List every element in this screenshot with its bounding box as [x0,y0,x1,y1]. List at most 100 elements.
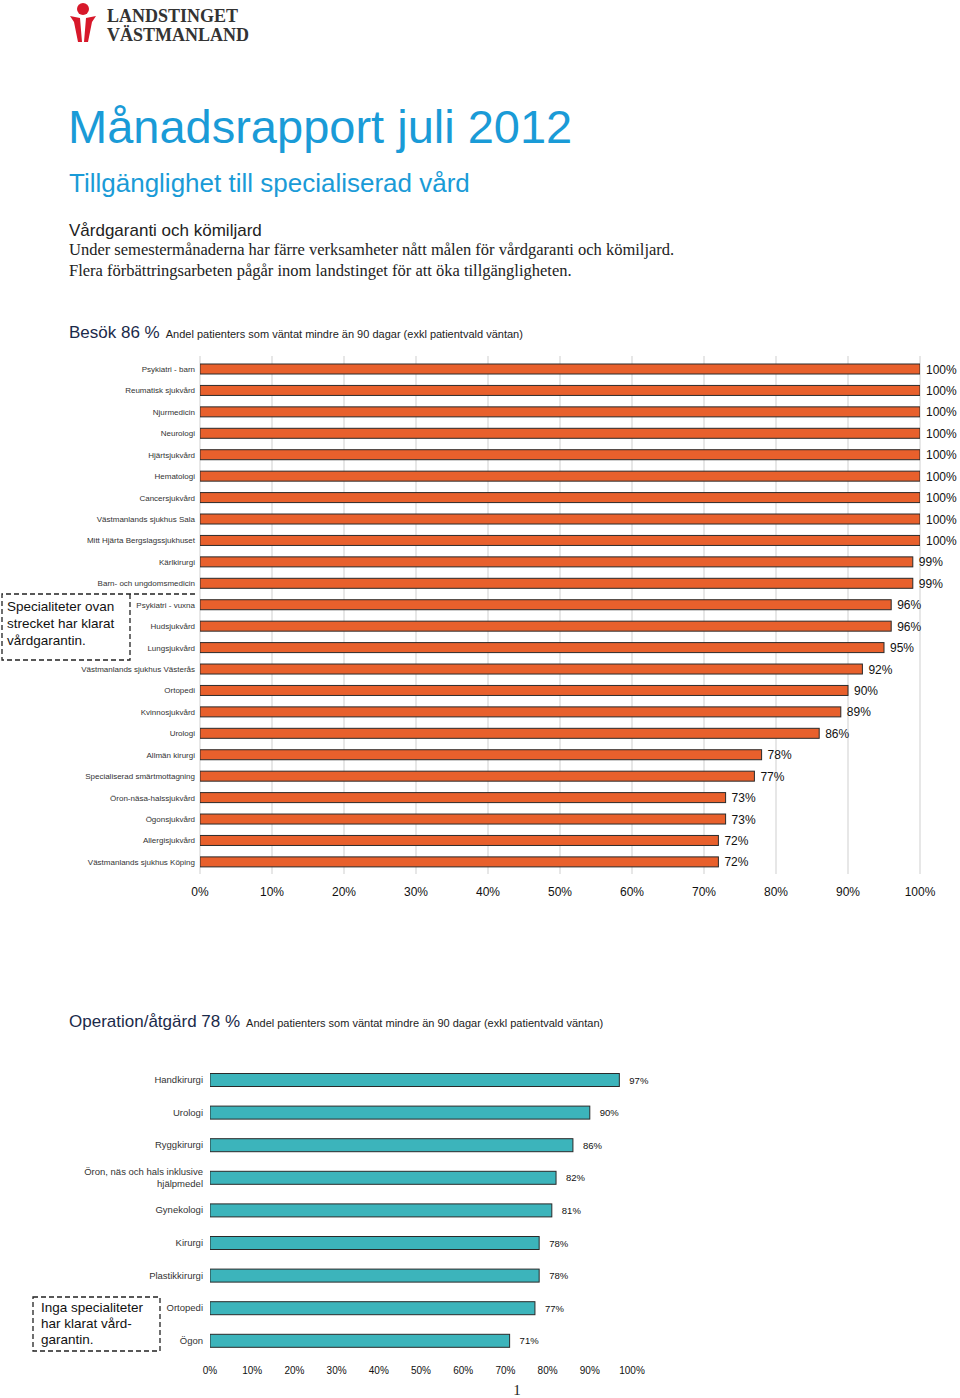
data-label: 96% [897,598,921,612]
paragraph: Flera förbättringsarbeten pågår inom lan… [69,261,572,280]
category-label-line: Handkirurgi [154,1074,203,1085]
category-label-line: Reumatisk sjukvård [125,386,195,395]
data-label: 86% [583,1140,603,1151]
category-label-line: Plastikkirurgi [149,1270,203,1281]
bars [200,364,920,867]
logo-text: VÄSTMANLAND [107,25,249,45]
chart: Besök 86 %Andel patienters som väntat mi… [2,323,957,899]
category-label-line: Öron-näsa-halssjukvård [110,794,195,803]
category-label-line: Västmanlands sjukhus Västerås [81,665,195,674]
category-label-line: Kärlkirurgi [159,558,195,567]
title: Månadsrapport juli 2012 [68,100,572,153]
annotation: Inga specialiteter [41,1300,144,1315]
bar [210,1139,573,1152]
annotation: strecket har klarat [7,616,115,631]
category-label-line: Lungsjukvård [147,644,195,653]
bars [210,1074,619,1348]
category-label-line: Ortopedi [164,686,195,695]
tick-label: 30% [404,885,428,899]
bar [200,707,841,717]
category-label-line: Ortopedi [167,1302,203,1313]
tick-label: 100% [619,1365,645,1376]
chart-title: Besök 86 %Andel patienters som väntat mi… [69,323,523,342]
category-label: Psykiatri - vuxna [136,601,195,610]
data-label: 100% [926,384,957,398]
category-label: Handkirurgi [154,1074,203,1085]
tick-label: 70% [692,885,716,899]
tick-label: 80% [538,1365,558,1376]
category-label: Ögon [180,1335,203,1346]
data-label: 78% [768,748,792,762]
category-label: Hudsjukvård [151,622,195,631]
data-label: 96% [897,620,921,634]
bar [200,578,913,588]
bar [210,1269,539,1282]
category-label: Lungsjukvård [147,644,195,653]
category-label: Gynekologi [155,1204,203,1215]
tick-label: 10% [260,885,284,899]
category-label: Öron-näsa-halssjukvård [110,794,195,803]
chart-subtitle: Andel patienters som väntat mindre än 90… [246,1017,603,1029]
category-label: Mitt Hjärta Bergslagssjukhuset [87,536,196,545]
category-label-line: Allergisjukvård [143,836,195,845]
bar [210,1171,556,1184]
data-label: 99% [919,577,943,591]
data-label: 100% [926,448,957,462]
data-label: 99% [919,555,943,569]
category-label-line: Neurologi [161,429,195,438]
tick-label: 60% [453,1365,473,1376]
category-label-line: Västmanlands sjukhus Sala [97,515,196,524]
tick-label: 60% [620,885,644,899]
page-number: 1 [513,1382,521,1398]
category-label: Allmän kirurgi [147,751,196,760]
bar [200,857,718,867]
category-label-line: Kirurgi [176,1237,203,1248]
data-label: 100% [926,513,957,527]
category-label: Cancersjukvård [139,494,195,503]
category-label: Neurologi [161,429,195,438]
category-label-line: Allmän kirurgi [147,751,196,760]
category-label: Kvinnosjukvård [141,708,195,717]
tick-label: 80% [764,885,788,899]
category-label: Ortopedi [167,1302,203,1313]
data-label: 89% [847,705,871,719]
category-label: Barn- och ungdomsmedicin [98,579,195,588]
bar [200,621,891,631]
heading: Vårdgaranti och kömiljard [69,221,262,240]
tick-label: 90% [580,1365,600,1376]
category-label-line: Barn- och ungdomsmedicin [98,579,195,588]
bar [200,750,762,760]
bar [210,1074,619,1087]
category-label-line: Ryggkirurgi [155,1139,203,1150]
category-label-line: Öron, näs och hals inklusive [84,1166,203,1177]
category-label-line: Urologi [170,729,196,738]
bar [210,1334,510,1347]
category-label: Njurmedicin [153,408,195,417]
category-label-line: Specialiserad smärtmottagning [85,772,195,781]
category-label: Urologi [173,1107,203,1118]
bar [210,1237,539,1250]
page: LANDSTINGETVÄSTMANLANDMånadsrapport juli… [0,0,960,1398]
chart-title: Operation/åtgärd 78 % [69,1012,240,1031]
data-label: 86% [825,727,849,741]
bar [200,493,920,503]
category-label: Västmanlands sjukhus Köping [88,858,195,867]
category-label: Ryggkirurgi [155,1139,203,1150]
data-label: 100% [926,491,957,505]
data-label: 100% [926,405,957,419]
category-label: Öron, näs och hals inklusivehjälpmedel [84,1166,203,1188]
annotation-box [2,594,195,660]
data-label: 73% [732,791,756,805]
annotation-box [33,1297,160,1351]
data-label: 72% [724,834,748,848]
tick-label: 20% [332,885,356,899]
data-label: 73% [732,813,756,827]
bar [200,664,862,674]
category-label-line: Hematologi [155,472,196,481]
chart-title: Besök 86 % [69,323,160,342]
annotation: har klarat vård- [41,1316,132,1331]
data-label: 97% [629,1075,649,1086]
bar [200,771,754,781]
category-label: Plastikkirurgi [149,1270,203,1281]
category-label: Västmanlands sjukhus Sala [97,515,196,524]
